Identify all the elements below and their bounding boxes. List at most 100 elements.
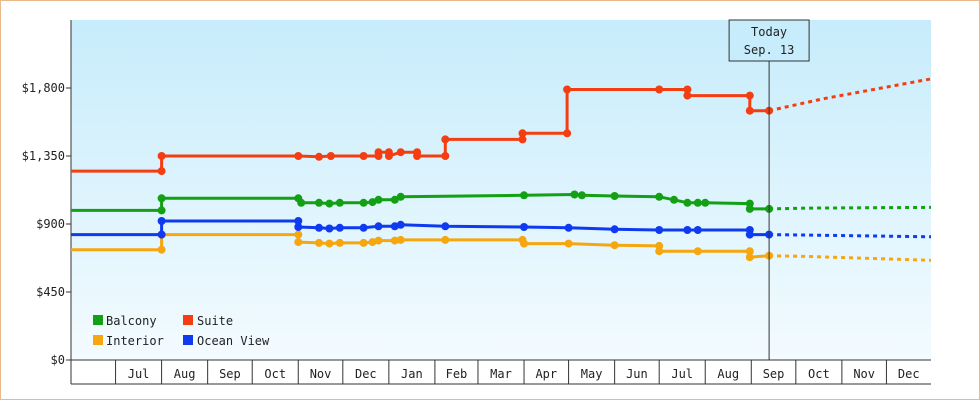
data-point-balcony (374, 195, 383, 204)
data-point-ocean-view (325, 224, 334, 233)
data-point-suite (374, 148, 383, 157)
forecast-line-ocean-view (769, 233, 932, 239)
forecast-line-interior (769, 254, 932, 262)
legend-label-ocean-view: Ocean View (197, 334, 270, 348)
data-point-ocean-view (655, 226, 664, 234)
x-tick-label: Nov (310, 367, 332, 381)
data-point-interior (520, 239, 528, 248)
data-point-balcony (577, 191, 586, 200)
data-point-suite (396, 148, 405, 157)
data-point-ocean-view (294, 223, 303, 231)
forecast-line-suite (768, 77, 932, 113)
forecast-line-balcony (769, 205, 932, 211)
data-point-interior (294, 230, 303, 239)
data-point-interior (655, 247, 664, 256)
data-point-suite (441, 152, 450, 160)
data-point-balcony (610, 192, 619, 200)
data-point-ocean-view (396, 220, 405, 229)
legend-swatch-ocean-view (183, 335, 193, 345)
data-point-interior (315, 238, 323, 247)
data-point-interior (325, 239, 334, 248)
data-point-balcony (745, 204, 754, 213)
data-point-balcony (670, 195, 678, 204)
data-point-suite (441, 135, 450, 144)
data-point-suite (745, 106, 754, 115)
data-point-interior (294, 238, 303, 247)
data-point-balcony (390, 195, 399, 204)
data-point-suite (683, 91, 692, 100)
x-tick-label: Aug (717, 367, 739, 381)
x-tick-label: Sep (219, 367, 241, 381)
data-point-suite (157, 167, 166, 176)
data-point-balcony (325, 199, 334, 208)
data-point-balcony (297, 198, 306, 207)
data-point-ocean-view (294, 217, 303, 225)
data-point-suite (326, 152, 335, 160)
legend-label-balcony: Balcony (106, 314, 157, 328)
data-point-interior (693, 247, 702, 256)
legend-swatch-interior (93, 335, 103, 345)
legend-swatch-suite (183, 315, 193, 325)
data-point-interior (390, 236, 399, 245)
data-point-ocean-view (359, 223, 368, 232)
data-point-balcony (335, 198, 344, 207)
data-point-balcony (396, 192, 405, 201)
x-tick-label: Jun (626, 367, 648, 381)
data-point-interior (441, 235, 450, 244)
series-ocean-view (71, 217, 932, 239)
x-tick-label: Apr (535, 367, 557, 381)
data-point-balcony (368, 198, 377, 207)
plot-area (71, 20, 931, 360)
data-point-balcony (655, 192, 664, 201)
y-tick-label: $1,350 (22, 149, 65, 163)
data-point-ocean-view (315, 223, 323, 232)
data-point-ocean-view (745, 230, 754, 239)
data-point-suite (294, 152, 303, 160)
data-point-interior (374, 236, 383, 245)
series-suite (71, 77, 932, 176)
data-point-interior (335, 238, 344, 247)
data-point-suite (745, 91, 754, 100)
data-point-ocean-view (693, 226, 702, 234)
x-tick-label: Dec (898, 367, 920, 381)
data-point-ocean-view (520, 223, 528, 231)
data-point-interior (745, 253, 754, 262)
y-tick-label: $900 (36, 217, 65, 231)
data-point-balcony (570, 190, 579, 199)
data-point-interior (157, 245, 166, 254)
legend-swatch-balcony (93, 315, 103, 325)
y-axis-ticks: $0 $450 $900 $1,350 $1,800 (22, 81, 71, 367)
data-point-suite (315, 152, 323, 161)
legend-label-suite: Suite (197, 314, 233, 328)
x-tick-label: Aug (174, 367, 196, 381)
x-tick-label: Oct (264, 367, 286, 381)
x-tick-label: Jul (128, 367, 150, 381)
y-tick-label: $0 (51, 353, 65, 367)
data-point-balcony (701, 198, 710, 207)
series-layer (71, 77, 932, 262)
y-tick-label: $1,800 (22, 81, 65, 95)
data-point-interior (610, 241, 619, 250)
data-point-interior (368, 238, 377, 247)
x-tick-label: Jan (401, 367, 423, 381)
x-tick-label: Dec (355, 367, 377, 381)
data-point-suite (563, 85, 572, 94)
data-point-suite (655, 85, 664, 94)
x-tick-label: Sep (763, 367, 785, 381)
data-point-ocean-view (683, 226, 692, 234)
data-point-balcony (157, 206, 166, 215)
x-tick-label: Nov (853, 367, 875, 381)
data-point-interior (745, 247, 754, 256)
axes (70, 20, 931, 385)
series-balcony (71, 190, 932, 215)
data-point-ocean-view (157, 230, 166, 239)
today-label: Today (751, 25, 787, 39)
today-date-label: Sep. 13 (744, 43, 795, 57)
data-point-suite (518, 135, 527, 144)
data-point-suite (359, 152, 368, 160)
legend-label-interior: Interior (106, 334, 164, 348)
data-point-interior (396, 235, 405, 244)
data-point-suite (683, 85, 692, 94)
legend: Balcony Suite Interior Ocean View (93, 314, 270, 348)
